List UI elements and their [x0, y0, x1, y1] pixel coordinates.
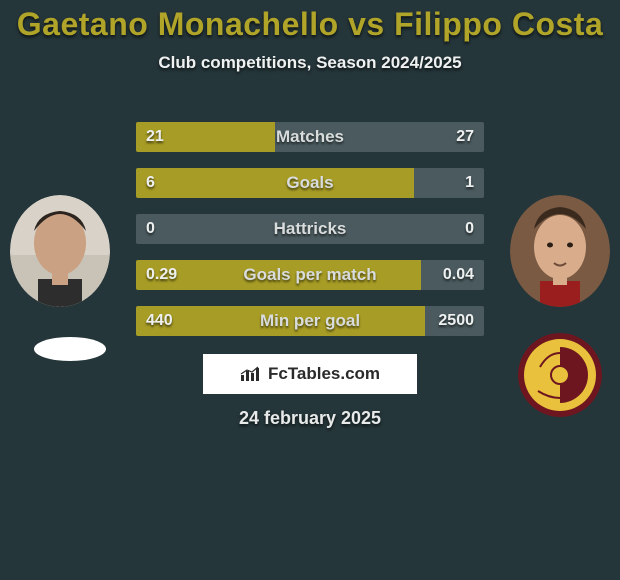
player-right-avatar-icon	[510, 195, 610, 307]
stat-bar-right	[425, 306, 484, 336]
player-right-avatar	[510, 195, 610, 307]
stat-bar-left	[136, 168, 414, 198]
stat-bar-left	[136, 306, 425, 336]
stat-row: Min per goal4402500	[136, 306, 484, 336]
stat-bar-right	[421, 260, 484, 290]
stat-row: Goals per match0.290.04	[136, 260, 484, 290]
page-title: Gaetano Monachello vs Filippo Costa	[0, 0, 620, 43]
stat-bar-left	[136, 260, 421, 290]
comparison-card: Gaetano Monachello vs Filippo Costa Club…	[0, 0, 620, 580]
stat-row: Hattricks00	[136, 214, 484, 244]
stat-bar-right	[136, 214, 484, 244]
club-left-badge	[34, 337, 106, 361]
player-left-avatar	[10, 195, 110, 307]
club-right-badge	[518, 333, 602, 417]
brand-text: FcTables.com	[268, 364, 380, 384]
brand-box: FcTables.com	[203, 354, 417, 394]
subtitle: Club competitions, Season 2024/2025	[0, 53, 620, 73]
stat-row: Matches2127	[136, 122, 484, 152]
stat-row: Goals61	[136, 168, 484, 198]
stat-bars: Matches2127 Goals61 Hattricks00 Goals per m…	[136, 122, 484, 352]
stat-bar-right	[275, 122, 484, 152]
player-left-avatar-icon	[10, 195, 110, 307]
club-right-badge-icon	[518, 333, 602, 417]
bar-chart-icon	[240, 366, 262, 382]
stat-bar-right	[414, 168, 484, 198]
date-label: 24 february 2025	[0, 408, 620, 429]
stat-bar-left	[136, 122, 275, 152]
